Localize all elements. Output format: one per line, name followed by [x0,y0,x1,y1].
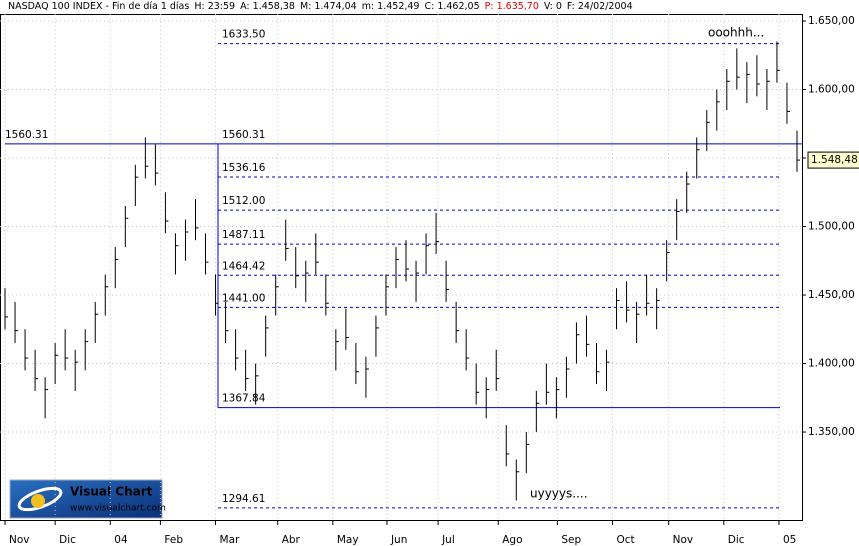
last-value-label: 1.548,48 [811,154,858,166]
header-field: F: 24/02/2004 [566,1,633,12]
y-tick-label: 1.450,00 [808,289,855,301]
y-tick-label: 1.350,00 [808,426,855,438]
y-tick-label: 1.500,00 [808,221,855,233]
reference-label: 1560.31 [222,129,265,141]
level-label: 1512.00 [222,195,265,207]
last-value-box [807,151,859,169]
y-tick-label: 1.650,00 [808,15,855,27]
logo-ball [31,494,45,508]
x-tick-label: Ago [502,534,522,546]
y-tick-label: 1.600,00 [808,83,855,95]
header-field: m: 1.452,49 [361,1,420,12]
x-tick-label: Mar [220,534,240,546]
x-tick-label: 04 [114,534,128,546]
logo-swoosh [17,486,63,512]
level-label: 1633.50 [222,29,265,41]
header-field: H: 23:59 [194,1,236,12]
header-field: NASDAQ 100 INDEX - Fin de día 1 días [8,1,190,12]
header-field: C: 1.462,05 [424,1,480,12]
level-label: 1487.11 [222,229,265,241]
reference-label: 1560.31 [5,129,48,141]
header-field: A: 1.458,38 [240,1,295,12]
header-field: P: 1.635,70 [484,1,539,12]
level-label: 1294.61 [222,493,265,505]
level-label: 1367.84 [222,393,266,405]
plot-area [0,14,803,521]
x-tick-label: Sep [561,534,581,546]
x-tick-label: Dic [59,534,76,546]
annotation: ooohhh... [708,26,764,40]
y-tick-label: 1.400,00 [808,358,855,370]
level-label: 1536.16 [222,162,266,174]
logo-title: Visual Chart [70,485,153,499]
header-field: M: 1.474,04 [299,1,357,12]
header-field: V: 0 [543,1,562,12]
annotation: uyyyys.... [530,487,588,501]
x-tick-label: Feb [164,534,183,546]
x-tick-label: Jun [390,534,407,546]
x-tick-label: Nov [9,534,30,546]
level-label: 1441.00 [222,292,265,304]
x-tick-label: Jul [441,534,455,546]
x-tick-label: Nov [673,534,694,546]
logo: Visual Chart www.visualchart.com [9,479,166,519]
header: NASDAQ 100 INDEX - Fin de día 1 días H: 2… [8,1,638,12]
x-tick-label: Abr [282,534,301,546]
x-tick-label: Oct [617,534,635,546]
x-tick-label: Dic [728,534,745,546]
x-tick-label: 05 [783,534,796,546]
logo-url: www.visualchart.com [70,504,166,514]
level-label: 1464.42 [222,260,265,272]
x-tick-label: May [337,534,359,546]
